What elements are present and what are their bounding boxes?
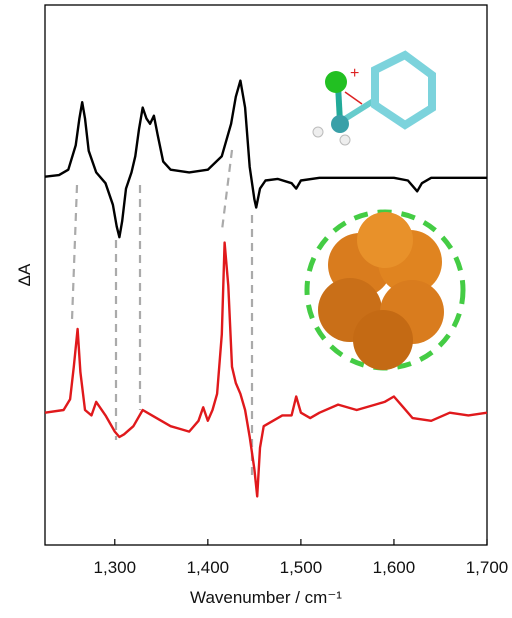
plot-frame [44, 4, 488, 546]
charge-mark: + [350, 65, 359, 82]
nanoparticle-illustration [304, 209, 466, 371]
atom [312, 126, 324, 138]
x-tick-label: 1,600 [373, 558, 416, 577]
atom [339, 134, 351, 146]
molecule-illustration: + [312, 50, 436, 146]
line-series [44, 79, 487, 239]
guide-line [70, 184, 79, 321]
atom [353, 310, 413, 370]
line-series [44, 241, 488, 498]
atom [357, 212, 413, 268]
x-tick-label: 1,500 [280, 558, 323, 577]
x-tick-label: 1,400 [187, 558, 230, 577]
arrow [344, 91, 363, 105]
guide-line [220, 149, 234, 231]
atom [325, 71, 347, 93]
ring [371, 50, 436, 130]
guide-lines [70, 149, 254, 480]
y-axis-label: ΔA [15, 263, 34, 286]
atom [331, 115, 349, 133]
x-tick-label: 1,700 [466, 558, 509, 577]
x-axis-label: Wavenumber / cm⁻¹ [190, 588, 342, 607]
x-tick-label: 1,300 [94, 558, 137, 577]
